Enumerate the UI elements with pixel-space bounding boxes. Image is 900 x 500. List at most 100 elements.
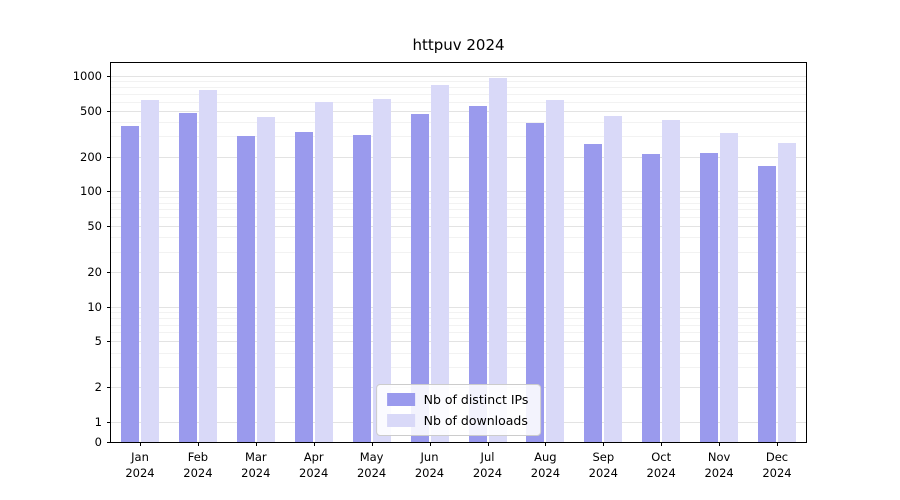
x-tick-label: Nov 2024	[704, 450, 734, 481]
y-tick-mark	[107, 156, 111, 158]
x-tick-label: Mar 2024	[241, 450, 271, 481]
y-tick-label: 2	[94, 380, 102, 395]
major-gridline	[111, 191, 806, 193]
bar-distinct-ips	[468, 105, 487, 442]
y-tick-mark	[107, 341, 111, 343]
bar-downloads	[604, 116, 623, 442]
minor-gridline	[111, 196, 806, 198]
major-gridline	[111, 271, 806, 273]
x-tick-label: Jun 2024	[414, 450, 445, 481]
y-tick-label: 10	[87, 299, 102, 314]
bar-downloads	[720, 133, 739, 442]
y-tick-label: 1000	[72, 69, 102, 83]
bar-distinct-ips	[121, 125, 139, 442]
x-tick-label: Feb 2024	[183, 450, 213, 481]
minor-gridline	[111, 101, 806, 103]
minor-gridline	[111, 209, 806, 211]
y-tick-mark	[107, 306, 111, 308]
bar-downloads	[662, 119, 681, 442]
y-tick-mark	[107, 226, 111, 228]
bar-downloads	[314, 102, 333, 442]
x-tick-mark	[487, 442, 489, 446]
x-tick-label: Jul 2024	[472, 450, 503, 481]
legend-item-downloads: Nb of downloads	[386, 413, 529, 428]
minor-gridline	[111, 367, 806, 368]
minor-gridline	[111, 81, 806, 83]
y-tick-mark	[107, 76, 111, 77]
plot-area: Nb of distinct IPs Nb of downloads 1000 5…	[73, 62, 807, 480]
x-tick-mark	[545, 442, 547, 446]
minor-gridline	[111, 202, 806, 204]
bar-downloads	[778, 142, 796, 442]
bar-distinct-ips	[178, 112, 197, 442]
y-tick-label: 20	[87, 264, 102, 279]
bar-distinct-ips	[584, 143, 603, 442]
y-tick-mark	[107, 442, 111, 443]
bar-downloads	[430, 84, 449, 442]
x-tick-mark	[255, 442, 257, 446]
x-tick-mark	[371, 442, 373, 446]
minor-gridline	[111, 317, 806, 319]
y-tick-label: 5	[94, 334, 102, 349]
x-tick-label: Sep 2024	[588, 450, 618, 481]
minor-gridline	[111, 324, 806, 326]
x-tick-mark	[197, 442, 199, 446]
bar-distinct-ips	[294, 131, 313, 442]
x-tick-label: Oct 2024	[646, 450, 676, 481]
chart-title: httpuv 2024	[412, 36, 505, 54]
minor-gridline	[111, 237, 806, 239]
x-tick-mark	[603, 442, 605, 446]
bar-distinct-ips	[700, 153, 719, 442]
y-tick-mark	[107, 191, 111, 193]
bar-distinct-ips	[758, 166, 776, 442]
bar-distinct-ips	[410, 113, 429, 442]
x-tick-mark	[777, 442, 778, 446]
minor-gridline	[111, 136, 806, 138]
bar-downloads	[256, 117, 275, 442]
major-gridline	[111, 156, 806, 158]
x-tick-mark	[313, 442, 315, 446]
y-tick-label: 50	[87, 219, 102, 234]
bar-distinct-ips	[526, 123, 545, 442]
minor-gridline	[111, 332, 806, 334]
x-tick-mark	[661, 442, 663, 446]
legend-label-distinct-ips: Nb of distinct IPs	[423, 392, 529, 407]
x-tick-mark	[429, 442, 431, 446]
y-tick-label: 500	[80, 103, 102, 118]
major-gridline	[111, 110, 806, 112]
minor-gridline	[111, 87, 806, 89]
legend-label-downloads: Nb of downloads	[423, 413, 528, 428]
minor-gridline	[111, 311, 806, 313]
minor-gridline	[111, 216, 806, 218]
major-gridline	[111, 306, 806, 308]
y-tick-label: 200	[80, 149, 102, 164]
minor-gridline	[111, 121, 806, 123]
x-tick-mark	[140, 442, 141, 446]
y-tick-mark	[107, 422, 111, 423]
legend-swatch-ips	[386, 393, 415, 406]
bar-downloads	[546, 99, 565, 442]
bar-distinct-ips	[642, 154, 661, 442]
y-tick-label: 100	[80, 184, 102, 199]
y-tick-mark	[107, 110, 111, 112]
x-tick-label: May 2024	[356, 450, 387, 481]
bar-downloads	[488, 78, 507, 442]
major-gridline	[111, 226, 806, 228]
legend: Nb of distinct IPs Nb of downloads	[375, 384, 542, 436]
major-gridline	[111, 76, 806, 77]
legend-item-distinct-ips: Nb of distinct IPs	[386, 392, 529, 407]
y-tick-mark	[107, 271, 111, 273]
y-tick-label: 0	[94, 435, 102, 449]
x-tick-label: Jan 2024	[125, 450, 155, 481]
minor-gridline	[111, 251, 806, 253]
bar-downloads	[372, 99, 391, 442]
minor-gridline	[111, 93, 806, 95]
bar-distinct-ips	[352, 134, 371, 442]
minor-gridline	[111, 352, 806, 354]
legend-swatch-downloads	[386, 414, 415, 427]
x-tick-label: Apr 2024	[299, 450, 329, 481]
y-tick-label: 1	[94, 415, 102, 429]
x-tick-label: Dec 2024	[762, 450, 792, 481]
bar-downloads	[141, 99, 159, 442]
